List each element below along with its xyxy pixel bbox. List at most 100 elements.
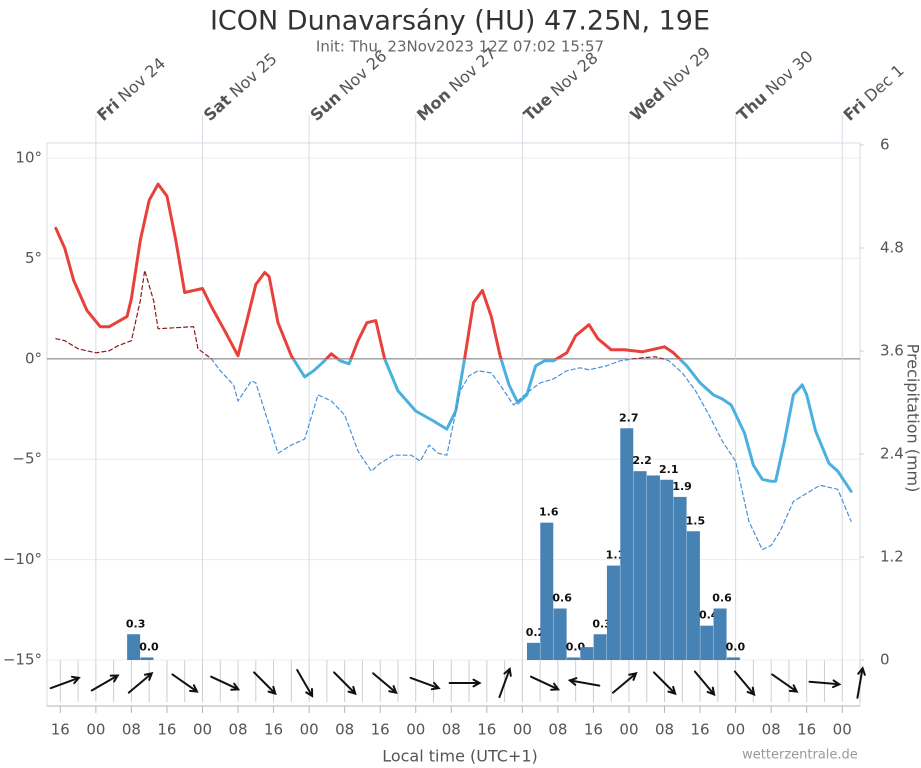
- x-tick-label: 16: [157, 721, 176, 739]
- plot-frame: [46, 142, 861, 707]
- x-tick-label: 08: [655, 721, 674, 739]
- y-tick-label: 5°: [25, 249, 42, 267]
- x-axis-label: Local time (UTC+1): [382, 747, 538, 766]
- y-tick-label: −5°: [12, 450, 42, 468]
- day-label: Fri Dec 1: [839, 60, 907, 124]
- day-label: Fri Nov 24: [93, 53, 169, 124]
- wind-arrow: [733, 670, 756, 697]
- chart-title: ICON Dunavarsány (HU) 47.25N, 19E: [210, 6, 710, 37]
- y-tick-label: −15°: [3, 651, 42, 669]
- wind-arrow: [498, 666, 512, 699]
- chart-subtitle: Init: Thu, 23Nov2023 12Z 07:02 15:57: [316, 38, 604, 56]
- x-tick-label: 16: [691, 721, 710, 739]
- precip-bar: [633, 471, 647, 660]
- day-label: Sun Nov 26: [306, 46, 390, 124]
- wind-arrow: [253, 671, 277, 696]
- x-tick-label: 16: [584, 721, 603, 739]
- x-tick-label: 00: [406, 721, 425, 739]
- y2-tick-label: 0: [880, 651, 890, 669]
- x-tick-label: 00: [619, 721, 638, 739]
- x-tick-label: 08: [548, 721, 567, 739]
- wind-arrow: [171, 673, 199, 693]
- wind-arrow: [808, 679, 842, 689]
- wind-arrow: [409, 676, 441, 691]
- precip-bar: [580, 647, 594, 660]
- wind-arrow: [127, 672, 154, 694]
- y2-tick-label: 4.8: [880, 239, 904, 257]
- x-tick-label: 08: [335, 721, 354, 739]
- wind-arrow: [612, 672, 638, 694]
- wind-arrow: [567, 677, 601, 687]
- x-tick-label: 00: [513, 721, 532, 739]
- wind-arrow: [693, 670, 716, 697]
- precip-bar: [726, 657, 740, 660]
- x-tick-label: 00: [86, 721, 105, 739]
- wind-arrow: [333, 671, 357, 696]
- precip-bar: [620, 428, 634, 660]
- y-tick-label: 0°: [25, 349, 42, 367]
- y-tick-label: 10°: [15, 149, 42, 167]
- day-label: Thu Nov 30: [733, 46, 817, 124]
- precip-bar: [606, 565, 620, 660]
- precip-bar: [566, 657, 580, 660]
- x-tick-label: 16: [264, 721, 283, 739]
- precip-bar: [713, 608, 727, 660]
- wind-arrow: [49, 675, 81, 690]
- precip-bar: [540, 522, 554, 660]
- day-label: Sat Nov 25: [199, 49, 280, 125]
- y2-axis-label: Precipitation (mm): [904, 344, 921, 493]
- day-label: Wed Nov 29: [626, 43, 714, 125]
- bar-value-label: 0.0: [726, 640, 746, 653]
- precip-bar: [673, 496, 687, 660]
- x-tick-label: 00: [833, 721, 852, 739]
- y2-tick-label: 1.2: [880, 548, 904, 566]
- bar-value-label: 0.6: [552, 592, 572, 605]
- bar-value-label: 0.0: [139, 640, 159, 653]
- x-tick-label: 08: [442, 721, 461, 739]
- x-tick-label: 08: [122, 721, 141, 739]
- wind-arrow: [771, 673, 799, 693]
- x-tick-label: 16: [797, 721, 816, 739]
- precip-bar: [127, 634, 141, 660]
- precip-bar: [593, 634, 607, 660]
- wind-arrow: [90, 674, 120, 692]
- bar-value-label: 0.6: [712, 592, 732, 605]
- wind-arrow: [210, 675, 241, 691]
- precip-bar: [700, 625, 714, 660]
- precip-bar: [660, 479, 674, 660]
- x-tick-label: 16: [51, 721, 70, 739]
- y2-tick-label: 6: [880, 136, 890, 154]
- y-tick-label: −10°: [3, 550, 42, 568]
- wind-arrow: [652, 671, 677, 696]
- x-tick-label: 00: [300, 721, 319, 739]
- day-label: Tue Nov 28: [519, 48, 601, 124]
- x-tick-label: 16: [477, 721, 496, 739]
- bar-value-label: 1.6: [539, 506, 559, 519]
- precip-bar: [553, 608, 567, 660]
- x-tick-label: 00: [726, 721, 745, 739]
- bar-value-label: 0.3: [126, 617, 146, 630]
- precip-bar: [646, 475, 660, 660]
- wind-arrow: [296, 669, 314, 698]
- precip-bar: [140, 657, 154, 660]
- wind-arrow: [372, 672, 398, 694]
- y2-tick-label: 2.4: [880, 445, 904, 463]
- dewpoint-line: [55, 269, 852, 551]
- precip-bar: [526, 642, 540, 660]
- credit: wetterzentrale.de: [742, 748, 858, 763]
- bar-value-label: 2.1: [659, 463, 679, 476]
- precip-bar: [686, 531, 700, 660]
- wind-arrow: [448, 678, 482, 688]
- temperature-line: [54, 182, 853, 493]
- wind-arrow: [529, 675, 561, 691]
- y2-tick-label: 3.6: [880, 342, 904, 360]
- x-tick-label: 08: [228, 721, 247, 739]
- x-tick-label: 16: [371, 721, 390, 739]
- bar-value-label: 1.9: [672, 480, 692, 493]
- x-tick-label: 00: [193, 721, 212, 739]
- bar-value-label: 1.5: [686, 514, 706, 527]
- wind-arrow: [856, 666, 866, 699]
- bar-value-label: 2.2: [632, 454, 652, 467]
